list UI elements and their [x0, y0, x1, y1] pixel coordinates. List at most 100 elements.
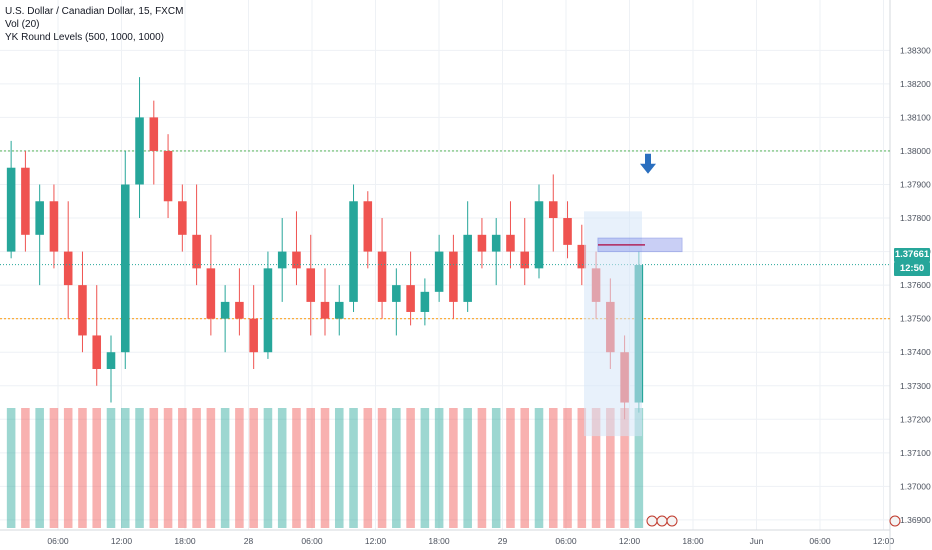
x-tick-label: 12:00 — [365, 536, 387, 546]
volume-bar — [392, 408, 401, 528]
candle-body — [420, 291, 430, 312]
candle-body — [149, 117, 159, 151]
candle-body — [392, 285, 401, 302]
volume-bar — [620, 408, 629, 528]
candle-body — [235, 301, 244, 319]
volume-bar — [49, 408, 59, 528]
volume-bar — [363, 408, 373, 528]
x-tick-label: 28 — [244, 536, 254, 546]
candle-body — [163, 150, 173, 202]
candle-body — [35, 201, 44, 235]
y-tick-label: 1.38200 — [900, 79, 931, 89]
volume-bar — [306, 408, 316, 528]
candle-body — [563, 218, 572, 245]
event-flag-icon — [646, 515, 658, 527]
event-flag-icon — [656, 515, 668, 527]
volume-bar — [120, 408, 130, 528]
y-tick-label: 1.37600 — [900, 280, 931, 290]
candle-body — [135, 117, 144, 185]
legend-volume: Vol (20) — [5, 19, 40, 30]
x-tick-label: 12:00 — [873, 536, 895, 546]
candle-body — [78, 285, 87, 336]
candle-body — [178, 201, 187, 235]
volume-bar — [491, 408, 501, 528]
candle-body — [49, 201, 59, 252]
volume-bar — [249, 408, 258, 528]
volume-bar — [292, 408, 301, 528]
candle-body — [120, 184, 130, 353]
candle-body — [249, 318, 258, 353]
candle-body — [192, 234, 201, 269]
volume-bar — [6, 408, 16, 528]
x-tick-label: 06:00 — [47, 536, 69, 546]
x-tick-label: 06:00 — [809, 536, 831, 546]
volume-bar — [548, 408, 558, 528]
event-flag-icon — [889, 515, 901, 527]
candle-body — [506, 234, 515, 252]
candle-body — [491, 234, 501, 252]
volume-bar — [92, 408, 102, 528]
x-tick-label: 18:00 — [682, 536, 704, 546]
x-tick-label: 18:00 — [174, 536, 196, 546]
volume-bar — [63, 408, 73, 528]
candle-body — [277, 251, 287, 269]
volume-bar — [35, 408, 44, 528]
candle-body — [220, 301, 230, 319]
candle-body — [477, 234, 487, 252]
candle-body — [463, 234, 472, 302]
y-tick-label: 1.37500 — [900, 314, 931, 324]
volume-bar — [577, 408, 587, 528]
volume-bar — [434, 408, 444, 528]
y-tick-label: 1.37300 — [900, 381, 931, 391]
y-tick-label: 1.37000 — [900, 481, 931, 491]
volume-bar — [192, 408, 201, 528]
volume-bar — [320, 408, 330, 528]
volume-bar — [149, 408, 159, 528]
candle-body — [406, 285, 415, 312]
volume-bar — [520, 408, 530, 528]
y-tick-label: 1.38000 — [900, 146, 931, 156]
candle-body — [377, 251, 387, 302]
volume-bar — [420, 408, 430, 528]
volume-bar — [206, 408, 216, 528]
volume-bar — [220, 408, 230, 528]
chart-legend: U.S. Dollar / Canadian Dollar, 15, FXCM … — [5, 5, 183, 44]
y-tick-label: 1.37900 — [900, 179, 931, 189]
volume-bar — [591, 408, 601, 528]
event-flag-icon — [666, 515, 678, 527]
x-tick-label: 06:00 — [301, 536, 323, 546]
legend-indicator: YK Round Levels (500, 1000, 1000) — [5, 32, 164, 43]
y-tick-label: 1.37800 — [900, 213, 931, 223]
volume-bar — [135, 408, 144, 528]
x-tick-label: 29 — [498, 536, 508, 546]
legend-title: U.S. Dollar / Canadian Dollar, 15, FXCM — [5, 6, 184, 17]
candle-body — [263, 268, 273, 353]
volume-bar — [163, 408, 173, 528]
candle-body — [320, 301, 330, 319]
candle-body — [63, 251, 73, 286]
candle-body — [434, 251, 444, 292]
candle-body — [349, 201, 358, 302]
volume-bar — [463, 408, 472, 528]
volume-bar — [277, 408, 287, 528]
x-tick-label: Jun — [750, 536, 764, 546]
candle-body — [520, 251, 530, 269]
volume-bar — [606, 408, 615, 528]
volume-bar — [263, 408, 273, 528]
countdown-tag: 12:50 — [894, 262, 930, 276]
x-tick-label: 18:00 — [428, 536, 450, 546]
x-tick-label: 06:00 — [555, 536, 577, 546]
volume-bar — [563, 408, 572, 528]
y-tick-label: 1.37100 — [900, 448, 931, 458]
y-tick-label: 1.37400 — [900, 347, 931, 357]
volume-profile-area — [584, 211, 642, 437]
volume-bar — [106, 408, 116, 528]
volume-bar — [78, 408, 87, 528]
volume-bar — [334, 408, 344, 528]
volume-bar — [634, 408, 644, 528]
y-tick-label: 1.38100 — [900, 112, 931, 122]
candle-body — [92, 335, 102, 369]
candle-body — [334, 301, 344, 319]
